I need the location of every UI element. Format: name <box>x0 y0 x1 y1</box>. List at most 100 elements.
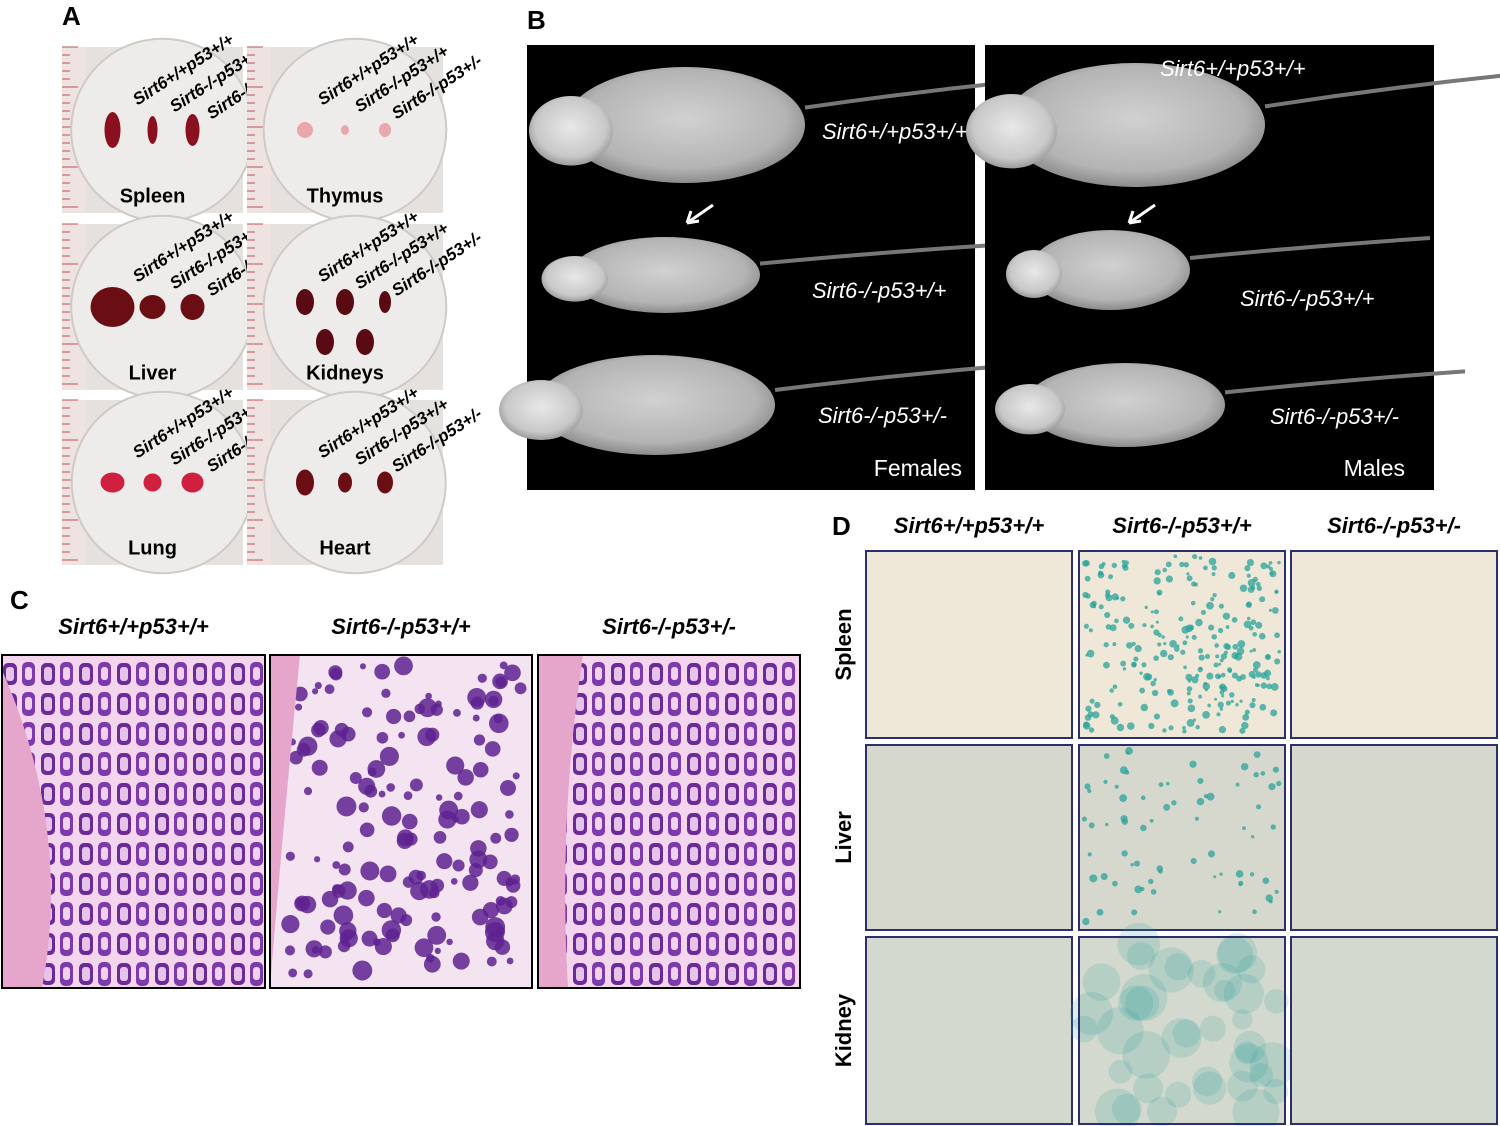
stain-dot <box>1268 608 1272 612</box>
stain-dot <box>1070 1015 1098 1043</box>
stain-dot <box>1197 777 1204 784</box>
stain-dot <box>1161 1018 1202 1059</box>
stain-dot <box>1272 607 1279 614</box>
stain-dot <box>1202 711 1210 719</box>
stain-dot <box>1108 574 1114 580</box>
stain-dot <box>1192 1066 1223 1097</box>
cell-cluster <box>470 801 488 819</box>
stain-dot <box>1187 959 1216 988</box>
stain-dot <box>1085 705 1092 712</box>
mouse-xray <box>1005 63 1265 187</box>
stain-dot <box>1277 649 1282 654</box>
stain-dot <box>1194 816 1199 821</box>
cell-cluster <box>381 806 402 826</box>
stain-dot <box>1206 601 1214 610</box>
stain-dot <box>1253 771 1259 778</box>
organ <box>139 295 166 319</box>
stain-dot <box>1162 567 1168 573</box>
stain-dot <box>1195 618 1203 627</box>
stain-dot <box>1235 1041 1258 1065</box>
stain-dot <box>1232 1009 1253 1030</box>
stain-dot <box>1133 1073 1164 1104</box>
stain-dot <box>1274 658 1281 665</box>
cell-cluster <box>364 784 378 798</box>
organ <box>180 294 205 320</box>
stain-dot <box>1156 589 1163 596</box>
cell-cluster <box>311 759 328 776</box>
sex-label: Females <box>874 455 962 481</box>
cell-cluster <box>486 956 497 967</box>
cell-cluster <box>494 939 511 955</box>
stain-dot <box>1256 585 1263 591</box>
stain-dot <box>1126 642 1133 649</box>
stain-dot <box>1235 703 1239 707</box>
stain-dot <box>1112 642 1117 647</box>
image-border <box>1078 936 1286 1125</box>
stain-dot <box>1186 719 1195 727</box>
cell-cluster <box>314 682 322 690</box>
stain-dot <box>1087 852 1092 857</box>
cell-cluster <box>396 832 413 849</box>
organ <box>296 289 314 315</box>
stain-dot <box>1211 572 1216 577</box>
cell-cluster <box>488 695 499 707</box>
cell-cluster <box>414 938 434 958</box>
cell-cluster <box>298 736 318 756</box>
cell-cluster <box>390 907 407 924</box>
organ <box>185 114 200 146</box>
image-border <box>1 654 266 989</box>
stain-dot <box>1082 917 1090 926</box>
genotype-label: Sirt6-/-p53+/+ <box>812 278 947 303</box>
stain-dot <box>1185 624 1194 633</box>
stain-dot <box>1117 701 1123 707</box>
stain-dot <box>1244 565 1251 572</box>
stain-dot <box>1171 800 1177 806</box>
stain-dot <box>1150 680 1156 687</box>
stain-dot <box>1223 643 1230 650</box>
cell-cluster <box>490 832 502 844</box>
stain-dot <box>1111 562 1118 569</box>
organ <box>100 472 125 493</box>
stain-dot <box>1272 766 1279 773</box>
cell-cluster <box>496 897 513 915</box>
stain-dot <box>1133 656 1139 662</box>
stain-dot <box>1150 624 1154 629</box>
stain-dot <box>1213 979 1236 1001</box>
stain-dot <box>1148 722 1155 730</box>
stain-dot <box>1239 584 1248 592</box>
stain-dot <box>1217 627 1224 634</box>
cell-cluster <box>402 876 415 888</box>
column-header: Sirt6-/-p53+/- <box>1327 513 1461 538</box>
stain-dot <box>1187 679 1192 683</box>
organ-label: Heart <box>319 537 370 559</box>
image-border <box>537 654 801 989</box>
stain-dot <box>1111 593 1119 601</box>
stain-dot <box>1114 618 1119 624</box>
stain-dot <box>1131 909 1138 916</box>
stain-dot <box>1259 703 1267 711</box>
cell-cluster <box>425 727 440 742</box>
stain-dot <box>1246 616 1251 621</box>
cell-cluster <box>328 665 343 680</box>
cell-cluster <box>332 861 341 869</box>
stain-dot <box>1244 709 1250 715</box>
stain-dot <box>1238 883 1242 887</box>
mouse-tail <box>1189 236 1431 260</box>
cell-cluster <box>446 938 453 946</box>
stain-dot <box>1085 593 1091 599</box>
organ <box>90 287 135 327</box>
stain-dot <box>1182 725 1186 730</box>
image-border <box>1078 550 1286 739</box>
stain-dot <box>1191 581 1197 587</box>
cell-cluster <box>512 772 520 780</box>
mouse-head <box>541 255 608 302</box>
stain-dot <box>1218 603 1224 609</box>
cell-cluster <box>430 878 445 893</box>
cell-cluster <box>403 710 416 723</box>
stain-dot <box>1167 688 1172 694</box>
stain-dot <box>1180 649 1186 655</box>
cell-cluster <box>381 688 391 698</box>
stain-dot <box>1251 697 1256 702</box>
stain-dot <box>1216 712 1221 717</box>
cell-cluster <box>361 930 378 947</box>
